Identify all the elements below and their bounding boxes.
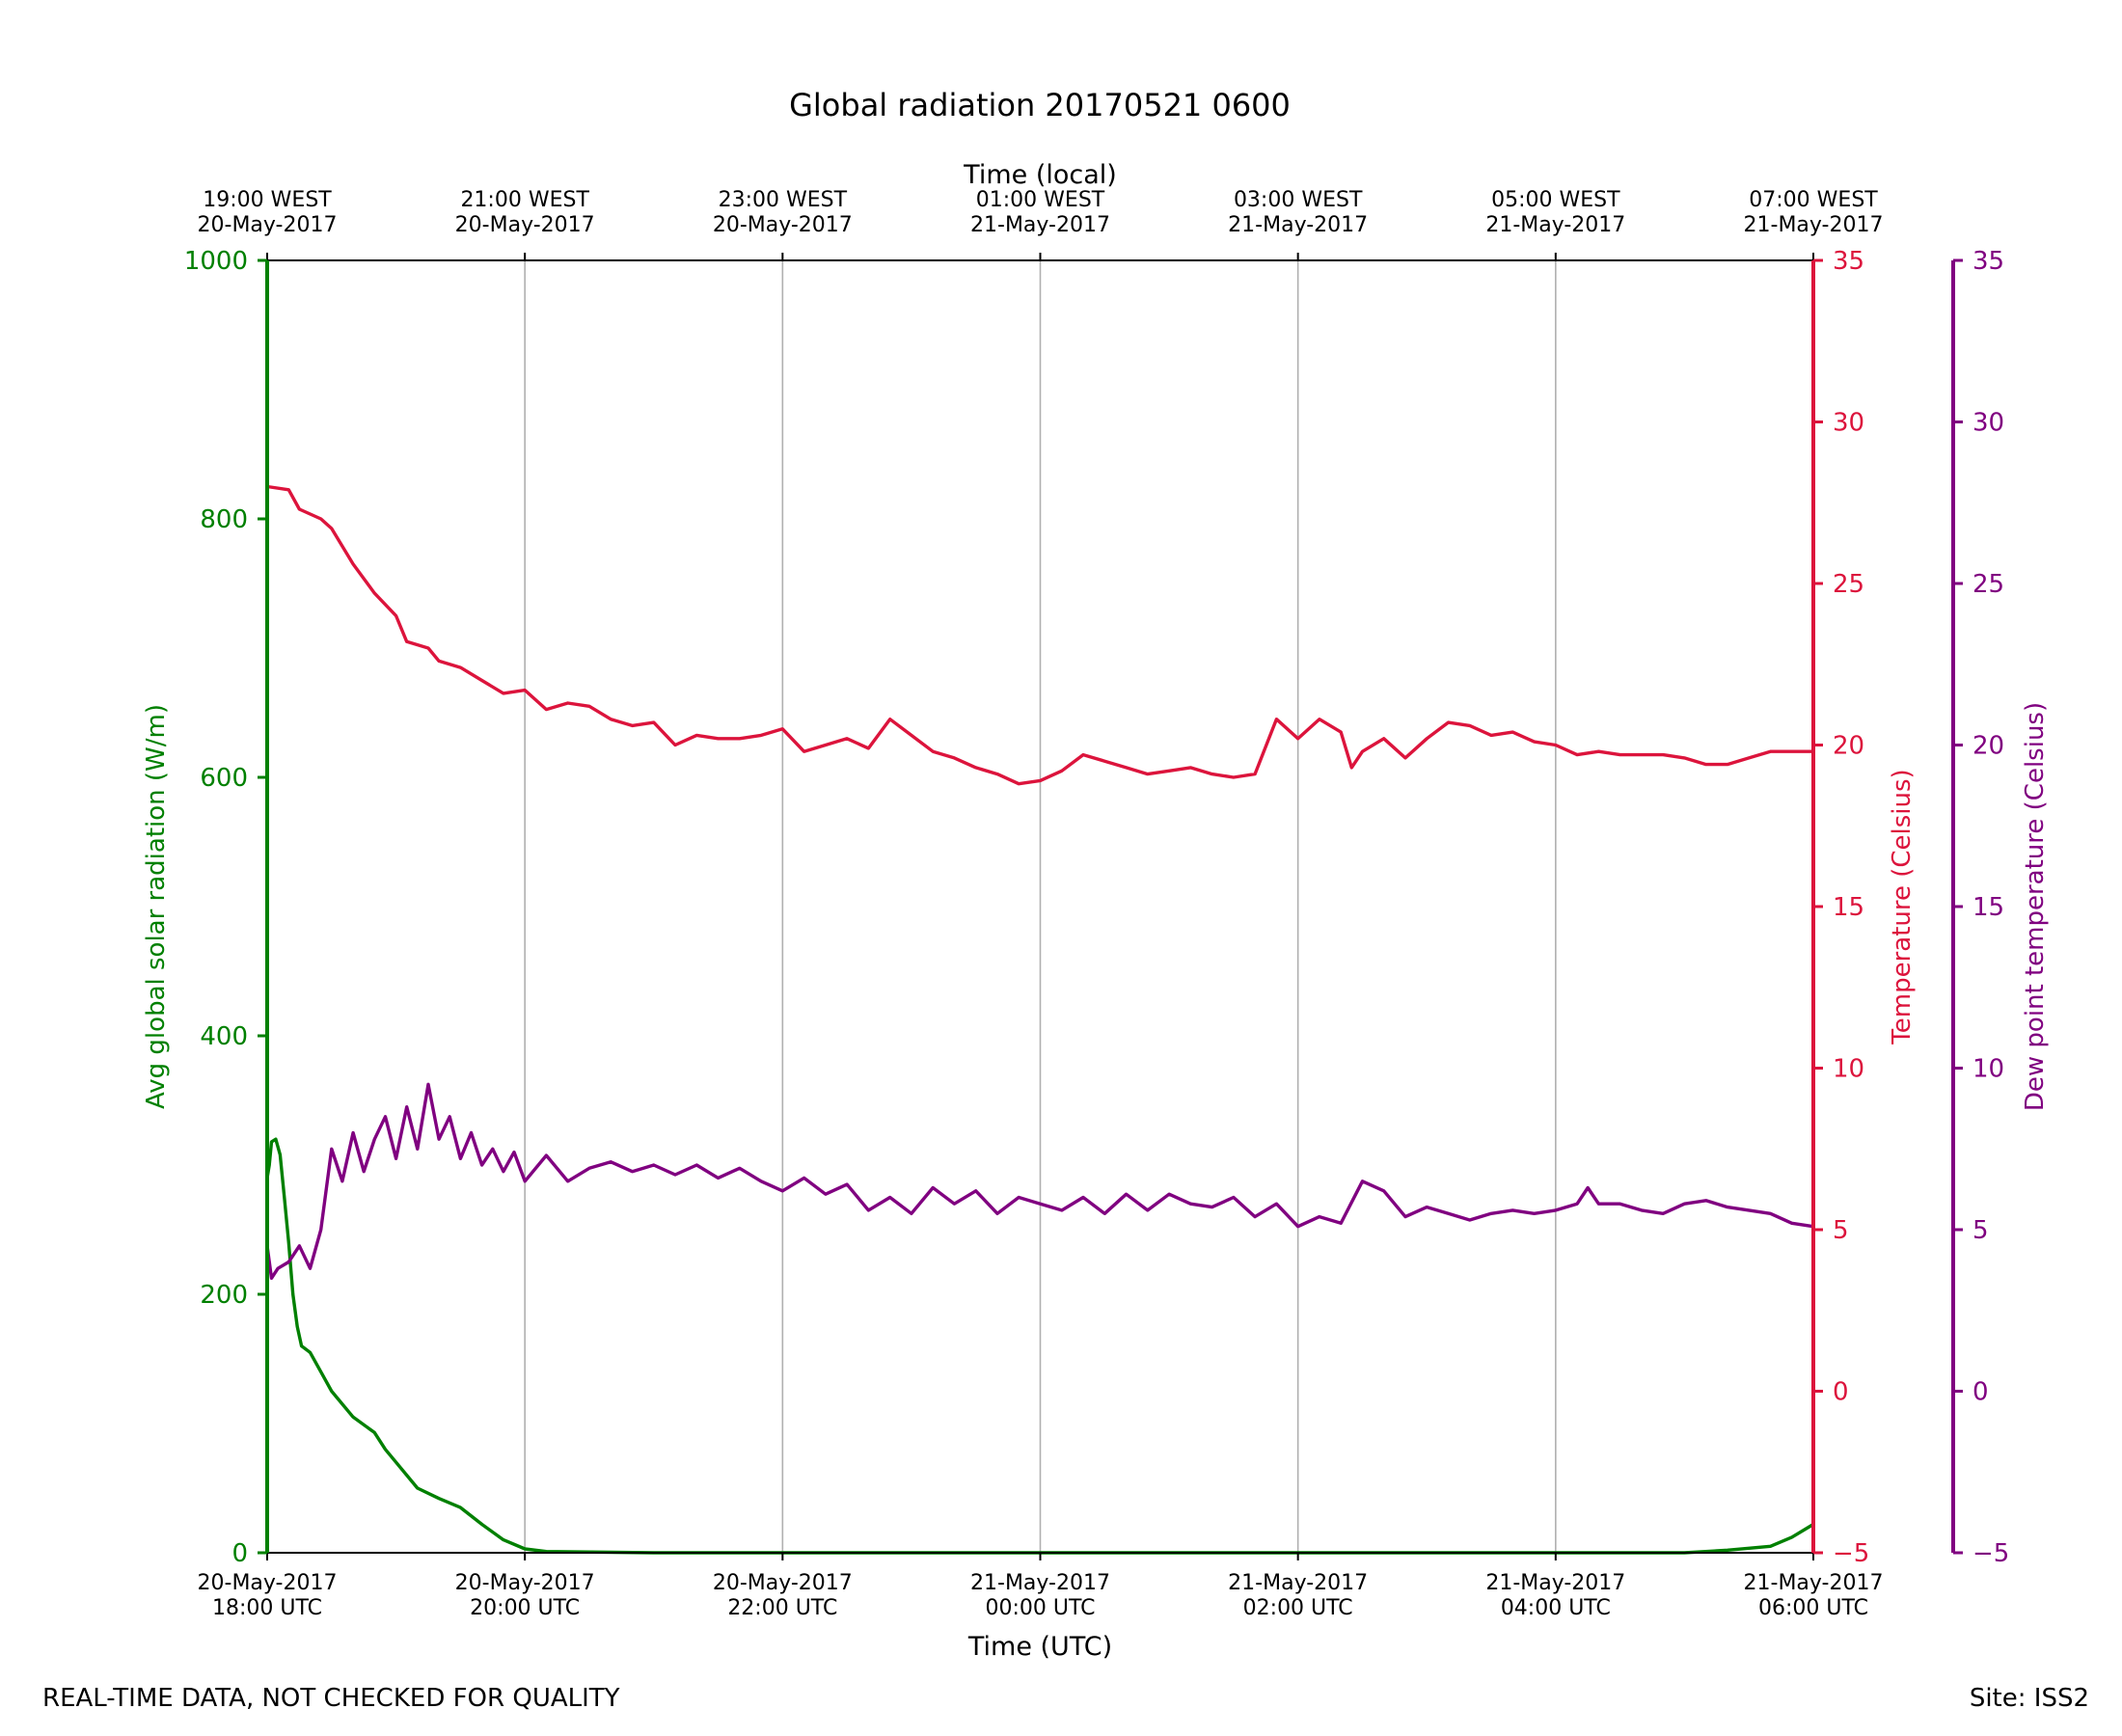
x-tick-label: 21-May-2017 [1744, 1571, 1884, 1595]
dewpoint-tick-label: 10 [1972, 1055, 2004, 1084]
radiation-tick-label: 400 [200, 1022, 248, 1051]
x-top-tick-label: 20-May-2017 [713, 213, 853, 237]
site-label: Site: ISS2 [1969, 1684, 2089, 1713]
dewpoint-line [265, 1082, 1814, 1280]
dewpoint-tick-label: 0 [1972, 1378, 1989, 1407]
temperature-tick-label: 20 [1833, 732, 1864, 761]
x-top-tick-label: 05:00 WEST [1491, 188, 1620, 212]
x-top-tick-label: 21-May-2017 [970, 213, 1110, 237]
temperature-tick-label: 10 [1833, 1055, 1864, 1084]
gridlines [524, 260, 1557, 1553]
radiation-tick-label: 1000 [184, 247, 248, 276]
chart-title: Global radiation 20170521 0600 [789, 87, 1291, 123]
temperature-tick-label: 35 [1833, 247, 1864, 276]
x-tick-label: 04:00 UTC [1501, 1596, 1611, 1620]
dewpoint-tick-label: 35 [1972, 247, 2004, 276]
x-tick-label: 20:00 UTC [470, 1596, 580, 1620]
x-top-tick-label: 03:00 WEST [1234, 188, 1363, 212]
quality-disclaimer: REAL-TIME DATA, NOT CHECKED FOR QUALITY [42, 1684, 620, 1713]
x-top-tick-label: 07:00 WEST [1749, 188, 1878, 212]
x-tick-label: 22:00 UTC [727, 1596, 837, 1620]
radiation-tick-label: 200 [200, 1281, 248, 1310]
x-top-tick-label: 21-May-2017 [1744, 213, 1884, 237]
dewpoint-tick-label: −5 [1972, 1539, 2009, 1568]
temperature-tick-label: 25 [1833, 570, 1864, 599]
x-top-tick-label: 21-May-2017 [1485, 213, 1625, 237]
temperature-line [266, 484, 1813, 786]
temperature-axis-label: Temperature (Celsius) [1888, 769, 1917, 1044]
temperature-tick-label: 30 [1833, 409, 1864, 438]
x-top-tick-label: 21-May-2017 [1228, 213, 1368, 237]
x-top-tick-label: 23:00 WEST [719, 188, 848, 212]
x-axis-label: Time (UTC) [967, 1632, 1112, 1662]
x-top-tick-label: 20-May-2017 [455, 213, 595, 237]
dewpoint-tick-label: 25 [1972, 570, 2004, 599]
x-top-tick-label: 01:00 WEST [976, 188, 1105, 212]
x-tick-label: 21-May-2017 [1228, 1571, 1368, 1595]
radiation-tick-label: 0 [231, 1539, 248, 1568]
dewpoint-tick-label: 15 [1972, 893, 2004, 922]
x-top-axis-label: Time (local) [963, 160, 1117, 190]
x-tick-label: 20-May-2017 [198, 1571, 338, 1595]
x-tick-label: 00:00 UTC [985, 1596, 1095, 1620]
x-tick-label: 21-May-2017 [1485, 1571, 1625, 1595]
x-tick-label: 21-May-2017 [970, 1571, 1110, 1595]
radiation-tick-label: 600 [200, 764, 248, 793]
x-tick-label: 18:00 UTC [212, 1596, 322, 1620]
x-tick-label: 20-May-2017 [713, 1571, 853, 1595]
x-top-tick-label: 20-May-2017 [198, 213, 338, 237]
x-top-tick-label: 21:00 WEST [460, 188, 589, 212]
dewpoint-tick-label: 20 [1972, 732, 2004, 761]
radiation-axis-label: Avg global solar radiation (W/m) [142, 704, 171, 1109]
dewpoint-tick-label: 30 [1972, 409, 2004, 438]
temperature-tick-label: 5 [1833, 1216, 1849, 1245]
temperature-tick-label: 15 [1833, 893, 1864, 922]
x-tick-label: 20-May-2017 [455, 1571, 595, 1595]
radiation-tick-label: 800 [200, 505, 248, 534]
temperature-tick-label: −5 [1833, 1539, 1869, 1568]
temperature-tick-label: 0 [1833, 1378, 1849, 1407]
dewpoint-axis-label: Dew point temperature (Celsius) [2021, 702, 2050, 1111]
x-tick-label: 06:00 UTC [1758, 1596, 1868, 1620]
dewpoint-tick-label: 5 [1972, 1216, 1989, 1245]
x-top-tick-label: 19:00 WEST [203, 188, 332, 212]
x-tick-label: 02:00 UTC [1243, 1596, 1353, 1620]
